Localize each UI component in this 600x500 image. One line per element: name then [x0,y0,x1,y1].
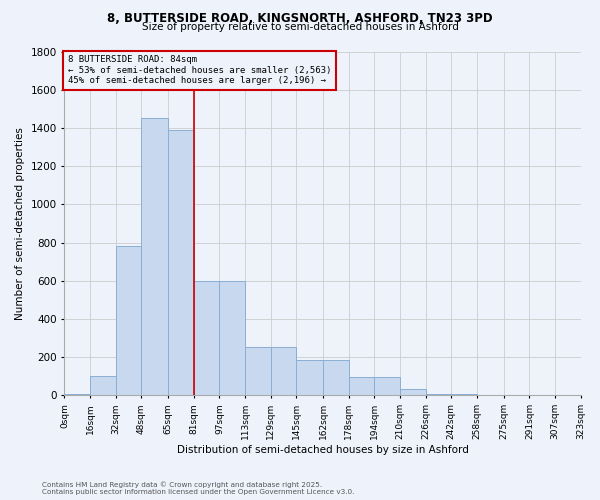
Bar [90,376,116,396]
Bar [271,346,296,396]
Bar [220,281,245,396]
Bar [504,395,529,396]
Bar [168,130,194,396]
Y-axis label: Number of semi-detached properties: Number of semi-detached properties [15,127,25,320]
Bar [323,360,349,396]
Text: 8 BUTTERSIDE ROAD: 84sqm
← 53% of semi-detached houses are smaller (2,563)
45% o: 8 BUTTERSIDE ROAD: 84sqm ← 53% of semi-d… [68,56,331,85]
Bar [245,346,271,396]
Bar [296,360,323,396]
Bar [451,394,476,396]
Bar [64,394,90,396]
Bar [476,395,504,396]
Bar [400,388,425,396]
Bar [425,394,451,396]
X-axis label: Distribution of semi-detached houses by size in Ashford: Distribution of semi-detached houses by … [176,445,469,455]
Text: Contains HM Land Registry data © Crown copyright and database right 2025.
Contai: Contains HM Land Registry data © Crown c… [42,482,355,495]
Bar [374,378,400,396]
Bar [141,118,168,396]
Bar [349,378,374,396]
Text: 8, BUTTERSIDE ROAD, KINGSNORTH, ASHFORD, TN23 3PD: 8, BUTTERSIDE ROAD, KINGSNORTH, ASHFORD,… [107,12,493,26]
Bar [116,246,141,396]
Bar [194,281,220,396]
Text: Size of property relative to semi-detached houses in Ashford: Size of property relative to semi-detach… [142,22,458,32]
